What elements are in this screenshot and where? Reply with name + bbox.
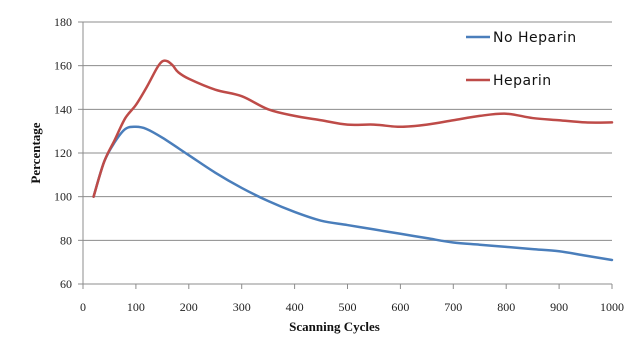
y-tick-label: 80 <box>60 233 72 247</box>
x-tick-label: 100 <box>127 300 145 314</box>
x-tick-label: 600 <box>391 300 409 314</box>
x-tick-label: 900 <box>550 300 568 314</box>
y-axis-title: Percentage <box>28 122 43 183</box>
series-line-no-heparin <box>92 125 614 262</box>
x-tick-label: 800 <box>497 300 515 314</box>
series <box>92 59 614 262</box>
x-tick-label: 0 <box>80 300 86 314</box>
legend: No Heparin Heparin <box>466 30 577 89</box>
x-axis-title: Scanning Cycles <box>289 319 380 334</box>
x-tick-label: 500 <box>339 300 357 314</box>
x-tick-label: 1000 <box>600 300 624 314</box>
gridlines <box>83 21 612 285</box>
y-tick-label: 180 <box>54 15 72 29</box>
y-tick-label: 160 <box>54 59 72 73</box>
x-tick-label: 300 <box>233 300 251 314</box>
series-line-heparin <box>92 59 614 198</box>
y-tick-label: 140 <box>54 102 72 116</box>
x-tick-label: 400 <box>286 300 304 314</box>
x-tick-label: 200 <box>180 300 198 314</box>
legend-label-heparin: Heparin <box>493 73 552 89</box>
y-tick-label: 60 <box>60 277 72 291</box>
axes: 60 80 100 120 140 160 180 0 100 200 300 400 500 600 70… <box>54 15 624 314</box>
x-tick-label: 700 <box>444 300 462 314</box>
y-tick-label: 120 <box>54 146 72 160</box>
legend-label-no-heparin: No Heparin <box>493 30 577 46</box>
y-tick-label: 100 <box>54 190 72 204</box>
